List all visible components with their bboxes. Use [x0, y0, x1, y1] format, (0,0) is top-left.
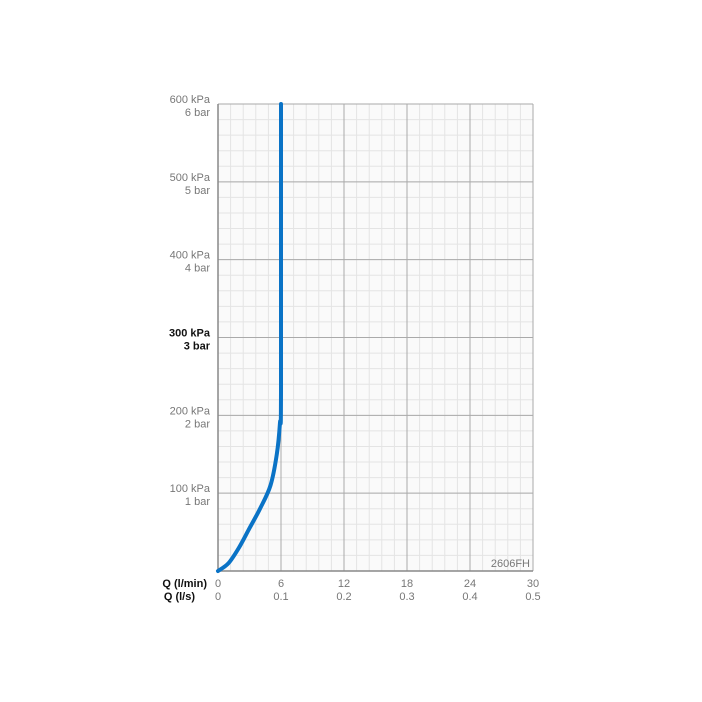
- x-tick-label: 30: [527, 578, 539, 590]
- y-tick-label-kpa: 400 kPa: [170, 250, 211, 262]
- grid: [217, 103, 534, 572]
- series-line: [216, 102, 283, 573]
- y-tick-label-bar: 3 bar: [184, 341, 211, 353]
- y-tick-label-bar: 1 bar: [185, 496, 210, 508]
- x-axis-label-lmin: Q (l/min): [162, 578, 207, 590]
- y-tick-label-bar: 4 bar: [185, 263, 210, 275]
- x-tick-label: 0.1: [273, 591, 288, 603]
- x-axis-label-ls: Q (l/s): [164, 591, 196, 603]
- x-tick-label: 0: [215, 578, 221, 590]
- y-tick-label-kpa: 200 kPa: [170, 405, 211, 417]
- x-tick-label: 0.5: [525, 591, 540, 603]
- x-tick-label: 24: [464, 578, 476, 590]
- x-tick-label: 0: [215, 591, 221, 603]
- x-axis-labels: 0 6 12 18 24 30 0 0.1 0.2 0.3 0.4 0.5: [215, 578, 541, 603]
- x-tick-label: 0.2: [336, 591, 351, 603]
- y-tick-label-bar: 2 bar: [185, 418, 210, 430]
- y-tick-label-kpa: 600 kPa: [170, 94, 211, 106]
- x-tick-label: 12: [338, 578, 350, 590]
- x-tick-label: 0.4: [462, 591, 477, 603]
- x-tick-label: 6: [278, 578, 284, 590]
- y-tick-label-bar: 5 bar: [185, 185, 210, 197]
- y-tick-label-kpa: 300 kPa: [169, 328, 211, 340]
- y-tick-label-kpa: 100 kPa: [170, 483, 211, 495]
- x-tick-label: 0.3: [399, 591, 414, 603]
- y-tick-label-kpa: 500 kPa: [170, 172, 211, 184]
- y-tick-label-bar: 6 bar: [185, 107, 210, 119]
- x-tick-label: 18: [401, 578, 413, 590]
- chart-code-label: 2606FH: [491, 558, 530, 570]
